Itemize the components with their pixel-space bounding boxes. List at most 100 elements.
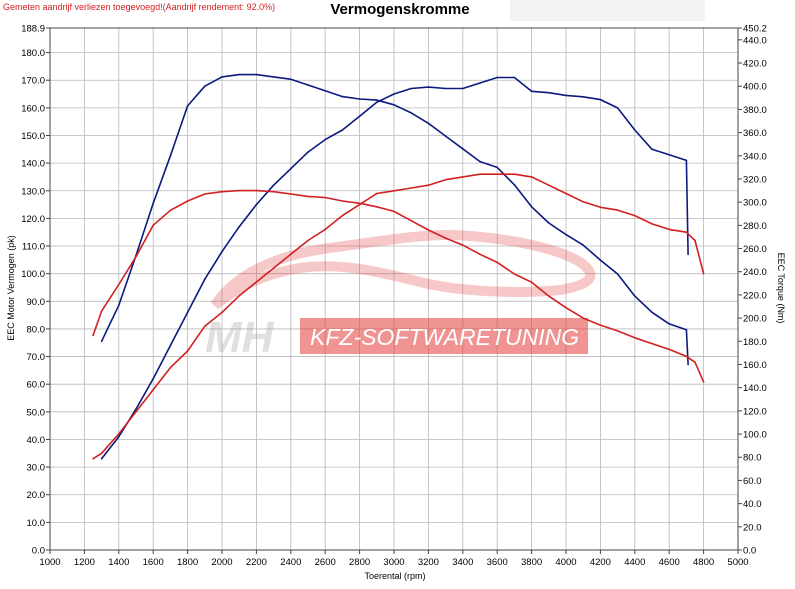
series-line-3: [92, 189, 705, 383]
y2-tick-label: 280.0: [743, 221, 767, 232]
data-point: [651, 342, 653, 345]
data-point: [582, 317, 584, 319]
data-point: [410, 87, 413, 90]
y2-axis-title: EEC Torque (Nm): [776, 253, 786, 324]
y2-tick-label: 100.0: [743, 430, 767, 441]
y2-tick-label: 0.0: [743, 546, 756, 557]
y-tick-label: 100.0: [21, 269, 45, 280]
data-point: [393, 104, 395, 106]
data-point: [376, 206, 378, 208]
y2-tick-label: 260.0: [743, 244, 767, 255]
data-point: [135, 408, 137, 410]
data-point: [565, 306, 567, 309]
y-tick-label: 160.0: [21, 103, 45, 114]
data-point: [427, 86, 430, 88]
data-point: [272, 267, 275, 269]
y-tick-labels: 0.0 10.0 20.0 30.0 40.0 50.0 60.0 70.0 80.0 90.0 1…: [21, 24, 50, 557]
y2-tick-label: 200.0: [743, 314, 767, 325]
data-point: [272, 184, 275, 186]
data-point: [152, 202, 154, 205]
data-point: [376, 101, 378, 104]
x-axis-title: Toerental (rpm): [364, 571, 425, 581]
data-point: [238, 189, 240, 192]
data-point: [221, 250, 223, 253]
data-point: [204, 85, 206, 87]
data-point: [169, 366, 172, 369]
x-tick-label: 2000: [211, 557, 232, 568]
data-point: [393, 190, 395, 192]
y-tick-label: 0.0: [32, 546, 45, 557]
drivetrain-loss-note: Gemeten aandrijf verliezen toegevoegd!(A…: [3, 2, 276, 12]
y-tick-label: 30.0: [27, 463, 46, 474]
data-point: [668, 228, 670, 231]
x-tick-label: 2400: [280, 557, 301, 568]
data-point: [496, 76, 499, 79]
data-point: [92, 458, 94, 460]
x-tick-label: 3000: [383, 557, 404, 568]
x-tick-label: 4600: [659, 557, 680, 568]
data-point: [100, 310, 103, 312]
data-point: [204, 278, 206, 281]
y-tick-label: 170.0: [21, 76, 45, 87]
y2-tick-label: 320.0: [743, 174, 767, 185]
data-point: [616, 209, 619, 211]
data-point: [186, 311, 189, 314]
x-tick-label: 1400: [108, 557, 129, 568]
x-tick-label: 4800: [693, 557, 714, 568]
data-point: [685, 159, 688, 162]
data-point: [152, 388, 154, 391]
data-point: [513, 273, 516, 275]
data-point: [616, 273, 619, 275]
y-tick-label: 60.0: [27, 380, 46, 391]
data-point: [668, 323, 670, 325]
series: [92, 73, 705, 460]
data-point: [169, 344, 172, 347]
data-point: [513, 184, 516, 186]
data-point: [565, 192, 567, 195]
data-point: [221, 76, 223, 78]
data-point: [118, 433, 120, 435]
data-point: [685, 328, 688, 331]
y-tick-label: 130.0: [21, 186, 45, 197]
data-point: [496, 261, 499, 264]
data-point: [687, 363, 689, 366]
grid-lines: [49, 27, 739, 551]
data-point: [92, 334, 94, 337]
y-tick-label: 70.0: [27, 352, 46, 363]
data-point: [307, 151, 309, 153]
watermark-banner: [300, 318, 588, 354]
data-point: [634, 295, 636, 297]
data-point: [324, 90, 327, 92]
data-point: [513, 173, 516, 175]
y2-tick-label: 20.0: [743, 522, 762, 533]
x-tick-label: 3600: [487, 557, 508, 568]
y2-tick-label: 140.0: [743, 383, 767, 394]
watermark-car-outline: [210, 229, 596, 310]
y-tick-label: 90.0: [27, 297, 46, 308]
data-point: [324, 196, 327, 199]
y2-tick-label: 450.2: [743, 24, 767, 35]
data-point: [393, 93, 395, 95]
data-point: [582, 96, 584, 98]
data-point: [152, 377, 154, 380]
data-point: [118, 283, 120, 286]
data-point: [100, 340, 103, 343]
data-point: [599, 324, 602, 326]
x-tick-label: 3400: [452, 557, 473, 568]
x-tick-label: 3800: [521, 557, 542, 568]
data-point: [169, 155, 172, 157]
data-point: [462, 87, 464, 90]
data-point: [410, 112, 413, 114]
data-point: [376, 192, 378, 195]
data-point: [221, 311, 223, 314]
y2-tick-labels: 0.0 20.0 40.0 60.0 80.0 100.0 120.0 140.0 160.0 1…: [738, 24, 767, 557]
data-point: [238, 73, 240, 76]
y2-tick-label: 360.0: [743, 128, 767, 139]
y-tick-label: 80.0: [27, 324, 46, 335]
data-point: [462, 148, 464, 150]
data-point: [169, 209, 172, 212]
y-tick-label: 140.0: [21, 159, 45, 170]
data-point: [118, 435, 120, 438]
data-point: [599, 259, 602, 261]
